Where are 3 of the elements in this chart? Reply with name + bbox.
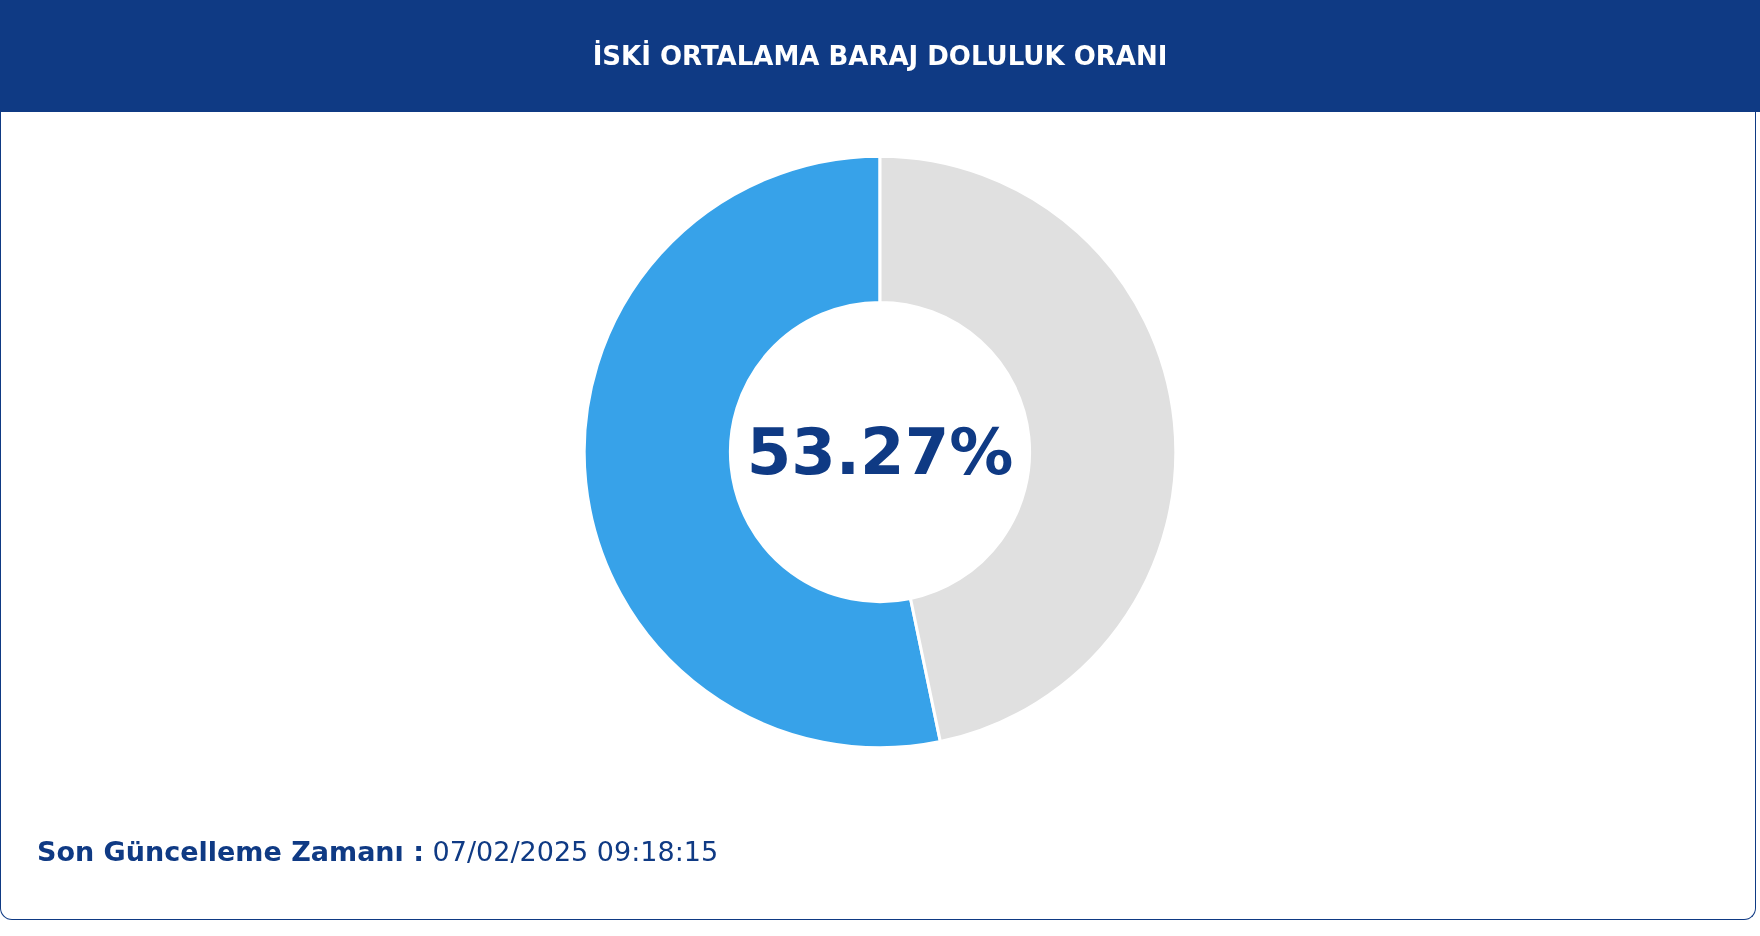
text: Son Güncelleme Zamanı : 07/02/2025 09:18:15: [37, 836, 719, 867]
data-label: 53.27%: [746, 415, 1014, 489]
chart-title: İSKİ ORTALAMA BARAJ DOLULUK ORANI: [592, 41, 1168, 71]
